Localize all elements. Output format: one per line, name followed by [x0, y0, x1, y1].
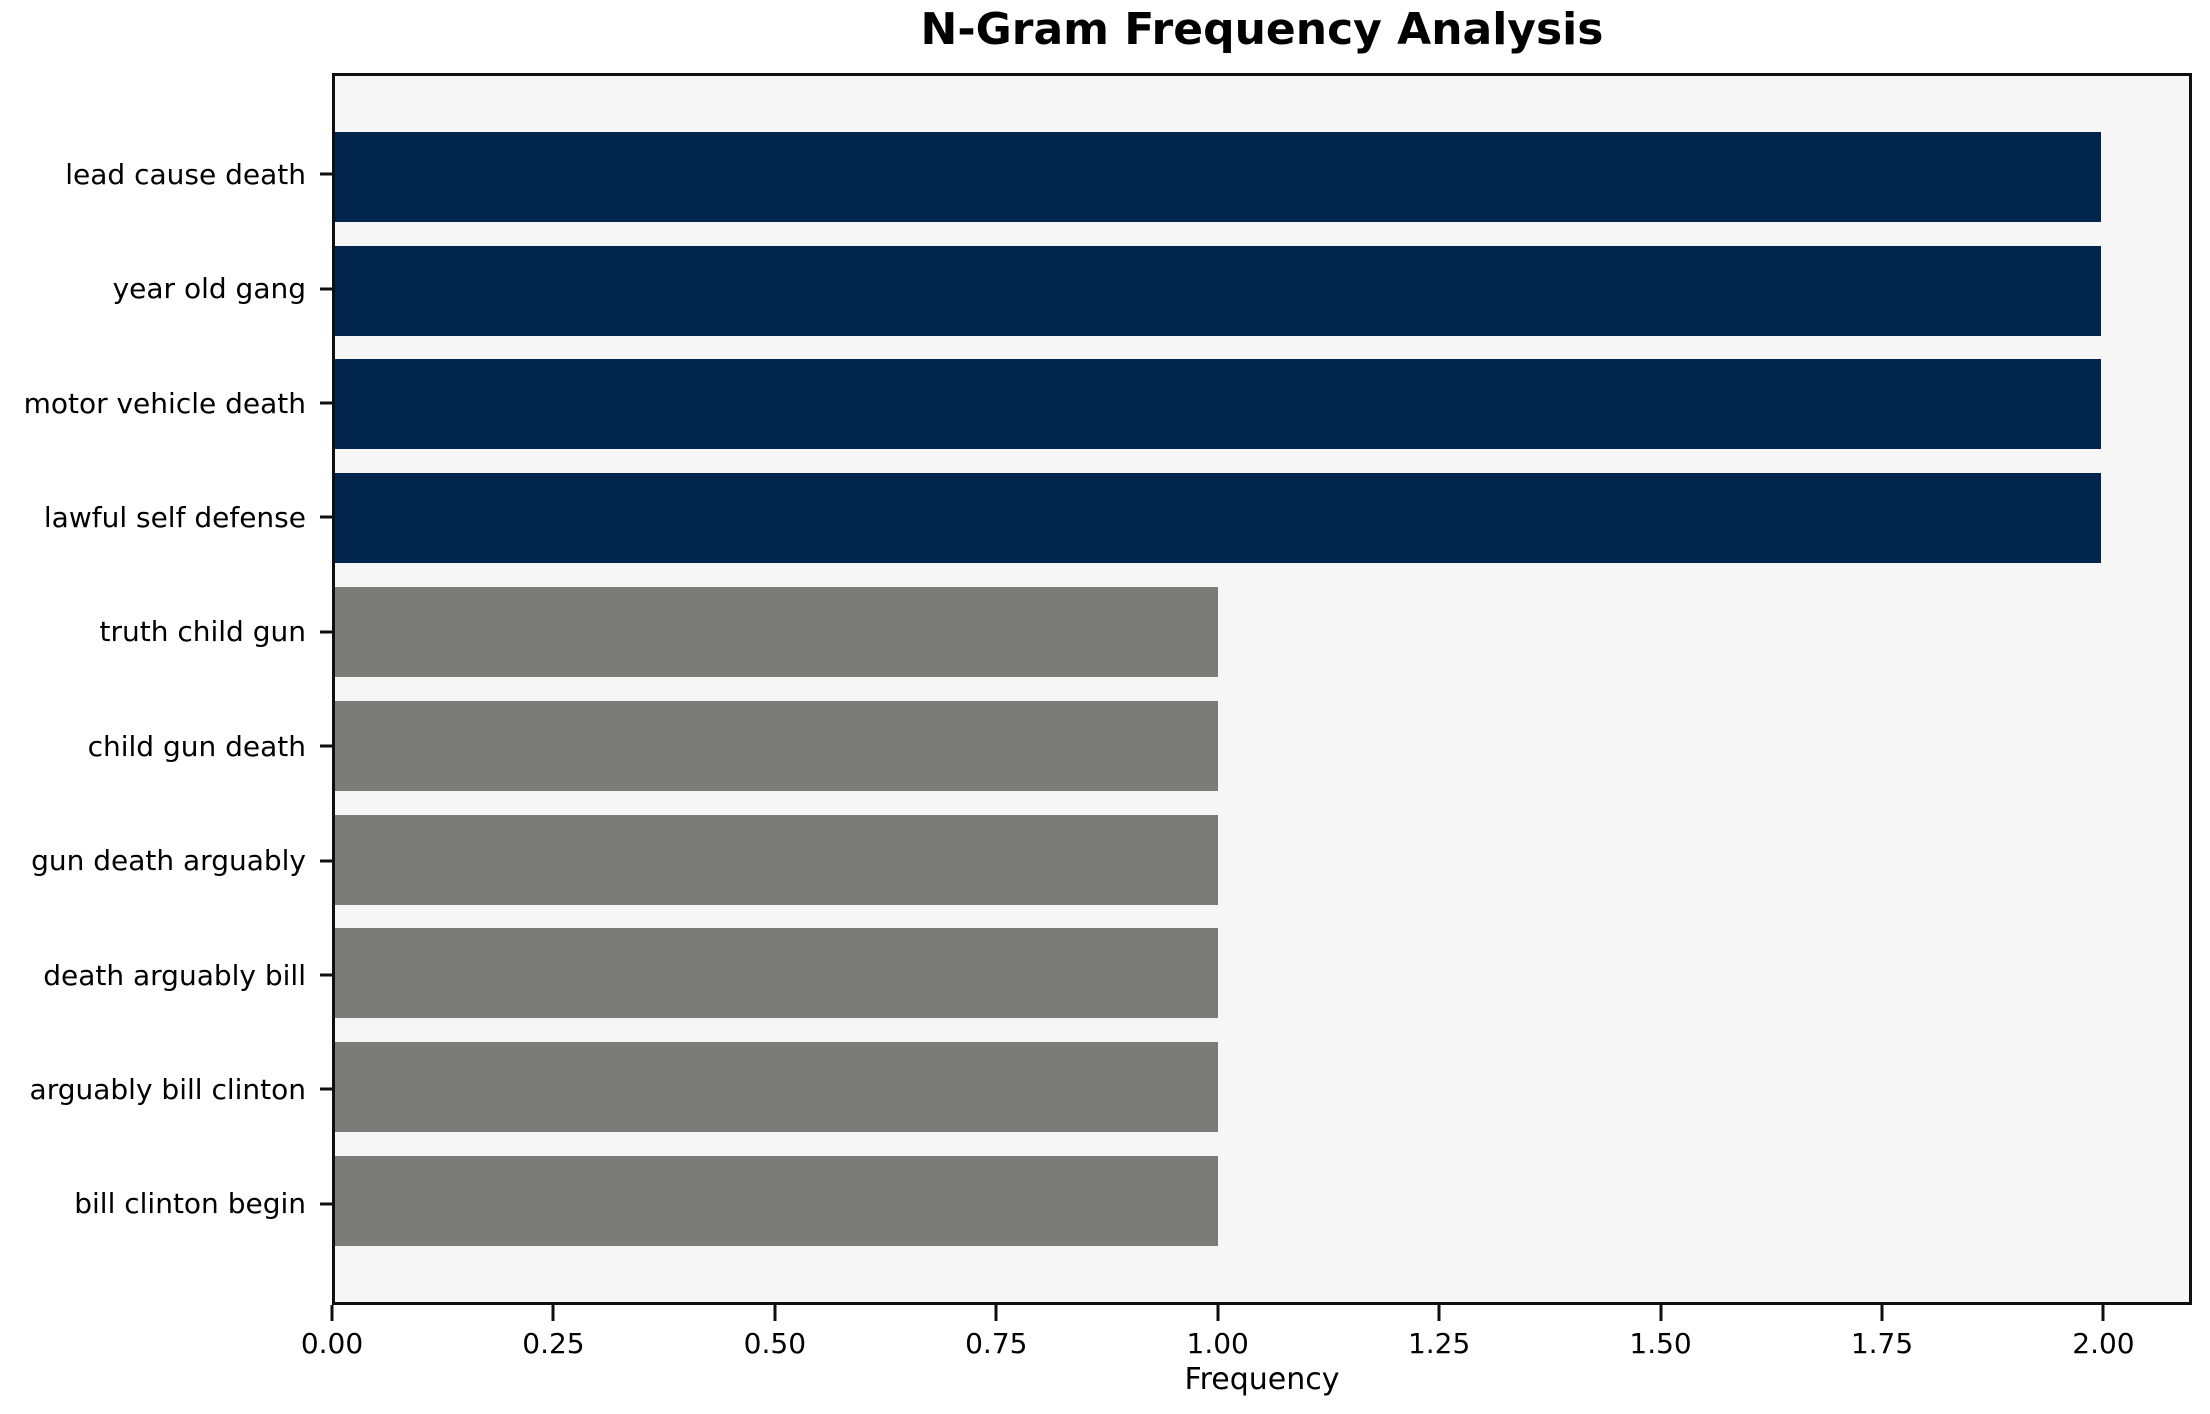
bar-row — [335, 575, 2189, 689]
bar-row — [335, 1030, 2189, 1144]
x-axis: 0.00 0.25 0.50 0.75 1.00 1.25 1.50 1.75 2.00 — [301, 1305, 2192, 1375]
y-tick-mark — [320, 401, 332, 405]
y-axis-row: truth child gun — [0, 575, 332, 689]
x-tick-label-0.25: 0.25 — [522, 1327, 585, 1360]
plot-area — [332, 73, 2192, 1305]
bar-row — [335, 348, 2189, 462]
bar-row — [335, 461, 2189, 575]
y-tick-mark — [320, 172, 332, 176]
y-tick-label-lead-cause-death: lead cause death — [65, 157, 306, 191]
y-tick-label-child-gun-death: child gun death — [87, 729, 306, 763]
bar-motor-vehicle-death — [335, 359, 2101, 450]
x-axis-title: Frequency — [1184, 1362, 1340, 1397]
y-tick-label-gun-death-arguably: gun death arguably — [31, 844, 306, 878]
bar-lead-cause-death — [335, 131, 2101, 222]
x-tick-mark — [2101, 1305, 2105, 1321]
y-tick-mark — [320, 287, 332, 291]
y-tick-label-year-old-gang: year old gang — [112, 272, 306, 306]
bar-child-gun-death — [335, 700, 1218, 791]
y-tick-mark — [320, 1087, 332, 1091]
x-tick-mark — [994, 1305, 998, 1321]
bar-death-arguably-bill — [335, 928, 1218, 1019]
y-tick-label-death-arguably-bill: death arguably bill — [43, 958, 306, 992]
bar-truth-child-gun — [335, 587, 1218, 678]
x-tick-mark — [1437, 1305, 1441, 1321]
x-tick-mark — [1216, 1305, 1220, 1321]
y-axis-row: arguably bill clinton — [0, 1032, 332, 1146]
y-axis-row: death arguably bill — [0, 918, 332, 1032]
y-tick-label-lawful-self-defense: lawful self defense — [43, 500, 306, 534]
y-tick-label-truth-child-gun: truth child gun — [99, 615, 307, 649]
chart-title: N-Gram Frequency Analysis — [920, 4, 1604, 55]
y-tick-mark — [320, 1202, 332, 1206]
y-tick-mark — [320, 744, 332, 748]
y-tick-mark — [320, 515, 332, 519]
bar-row — [335, 803, 2189, 917]
bar-row — [335, 917, 2189, 1031]
y-tick-label-motor-vehicle-death: motor vehicle death — [23, 386, 306, 420]
bar-year-old-gang — [335, 245, 2101, 336]
y-axis-row: lead cause death — [0, 117, 332, 231]
x-tick-mark — [1880, 1305, 1884, 1321]
y-tick-label-bill-clinton-begin: bill clinton begin — [74, 1187, 306, 1221]
x-tick-label-2.00: 2.00 — [2072, 1327, 2135, 1360]
x-tick-label-0.75: 0.75 — [965, 1327, 1028, 1360]
y-axis: lead cause death year old gang motor vehic… — [0, 73, 332, 1305]
y-axis-row: gun death arguably — [0, 803, 332, 917]
y-axis-row: child gun death — [0, 689, 332, 803]
y-tick-mark — [320, 859, 332, 863]
y-tick-mark — [320, 630, 332, 634]
y-axis-row: year old gang — [0, 231, 332, 345]
x-tick-label-1.00: 1.00 — [1186, 1327, 1249, 1360]
bar-row — [335, 1144, 2189, 1258]
bar-gun-death-arguably — [335, 814, 1218, 905]
x-tick-mark — [330, 1305, 334, 1321]
x-tick-mark — [551, 1305, 555, 1321]
bar-lawful-self-defense — [335, 473, 2101, 564]
x-tick-label-1.75: 1.75 — [1850, 1327, 1914, 1360]
x-tick-label-1.50: 1.50 — [1629, 1327, 1692, 1360]
x-tick-mark — [1659, 1305, 1663, 1321]
x-tick-label-0.00: 0.00 — [300, 1327, 364, 1360]
bar-row — [335, 120, 2189, 234]
y-axis-row: motor vehicle death — [0, 346, 332, 460]
x-tick-label-1.25: 1.25 — [1407, 1327, 1471, 1360]
y-tick-mark — [320, 973, 332, 977]
y-tick-label-arguably-bill-clinton: arguably bill clinton — [29, 1072, 306, 1106]
x-tick-mark — [773, 1305, 777, 1321]
y-axis-row: bill clinton begin — [0, 1147, 332, 1261]
bars-container — [335, 76, 2189, 1302]
y-axis-row: lawful self defense — [0, 460, 332, 574]
bar-arguably-bill-clinton — [335, 1042, 1218, 1133]
bar-row — [335, 689, 2189, 803]
bar-bill-clinton-begin — [335, 1156, 1218, 1247]
x-tick-label-0.50: 0.50 — [743, 1327, 807, 1360]
bar-row — [335, 234, 2189, 348]
